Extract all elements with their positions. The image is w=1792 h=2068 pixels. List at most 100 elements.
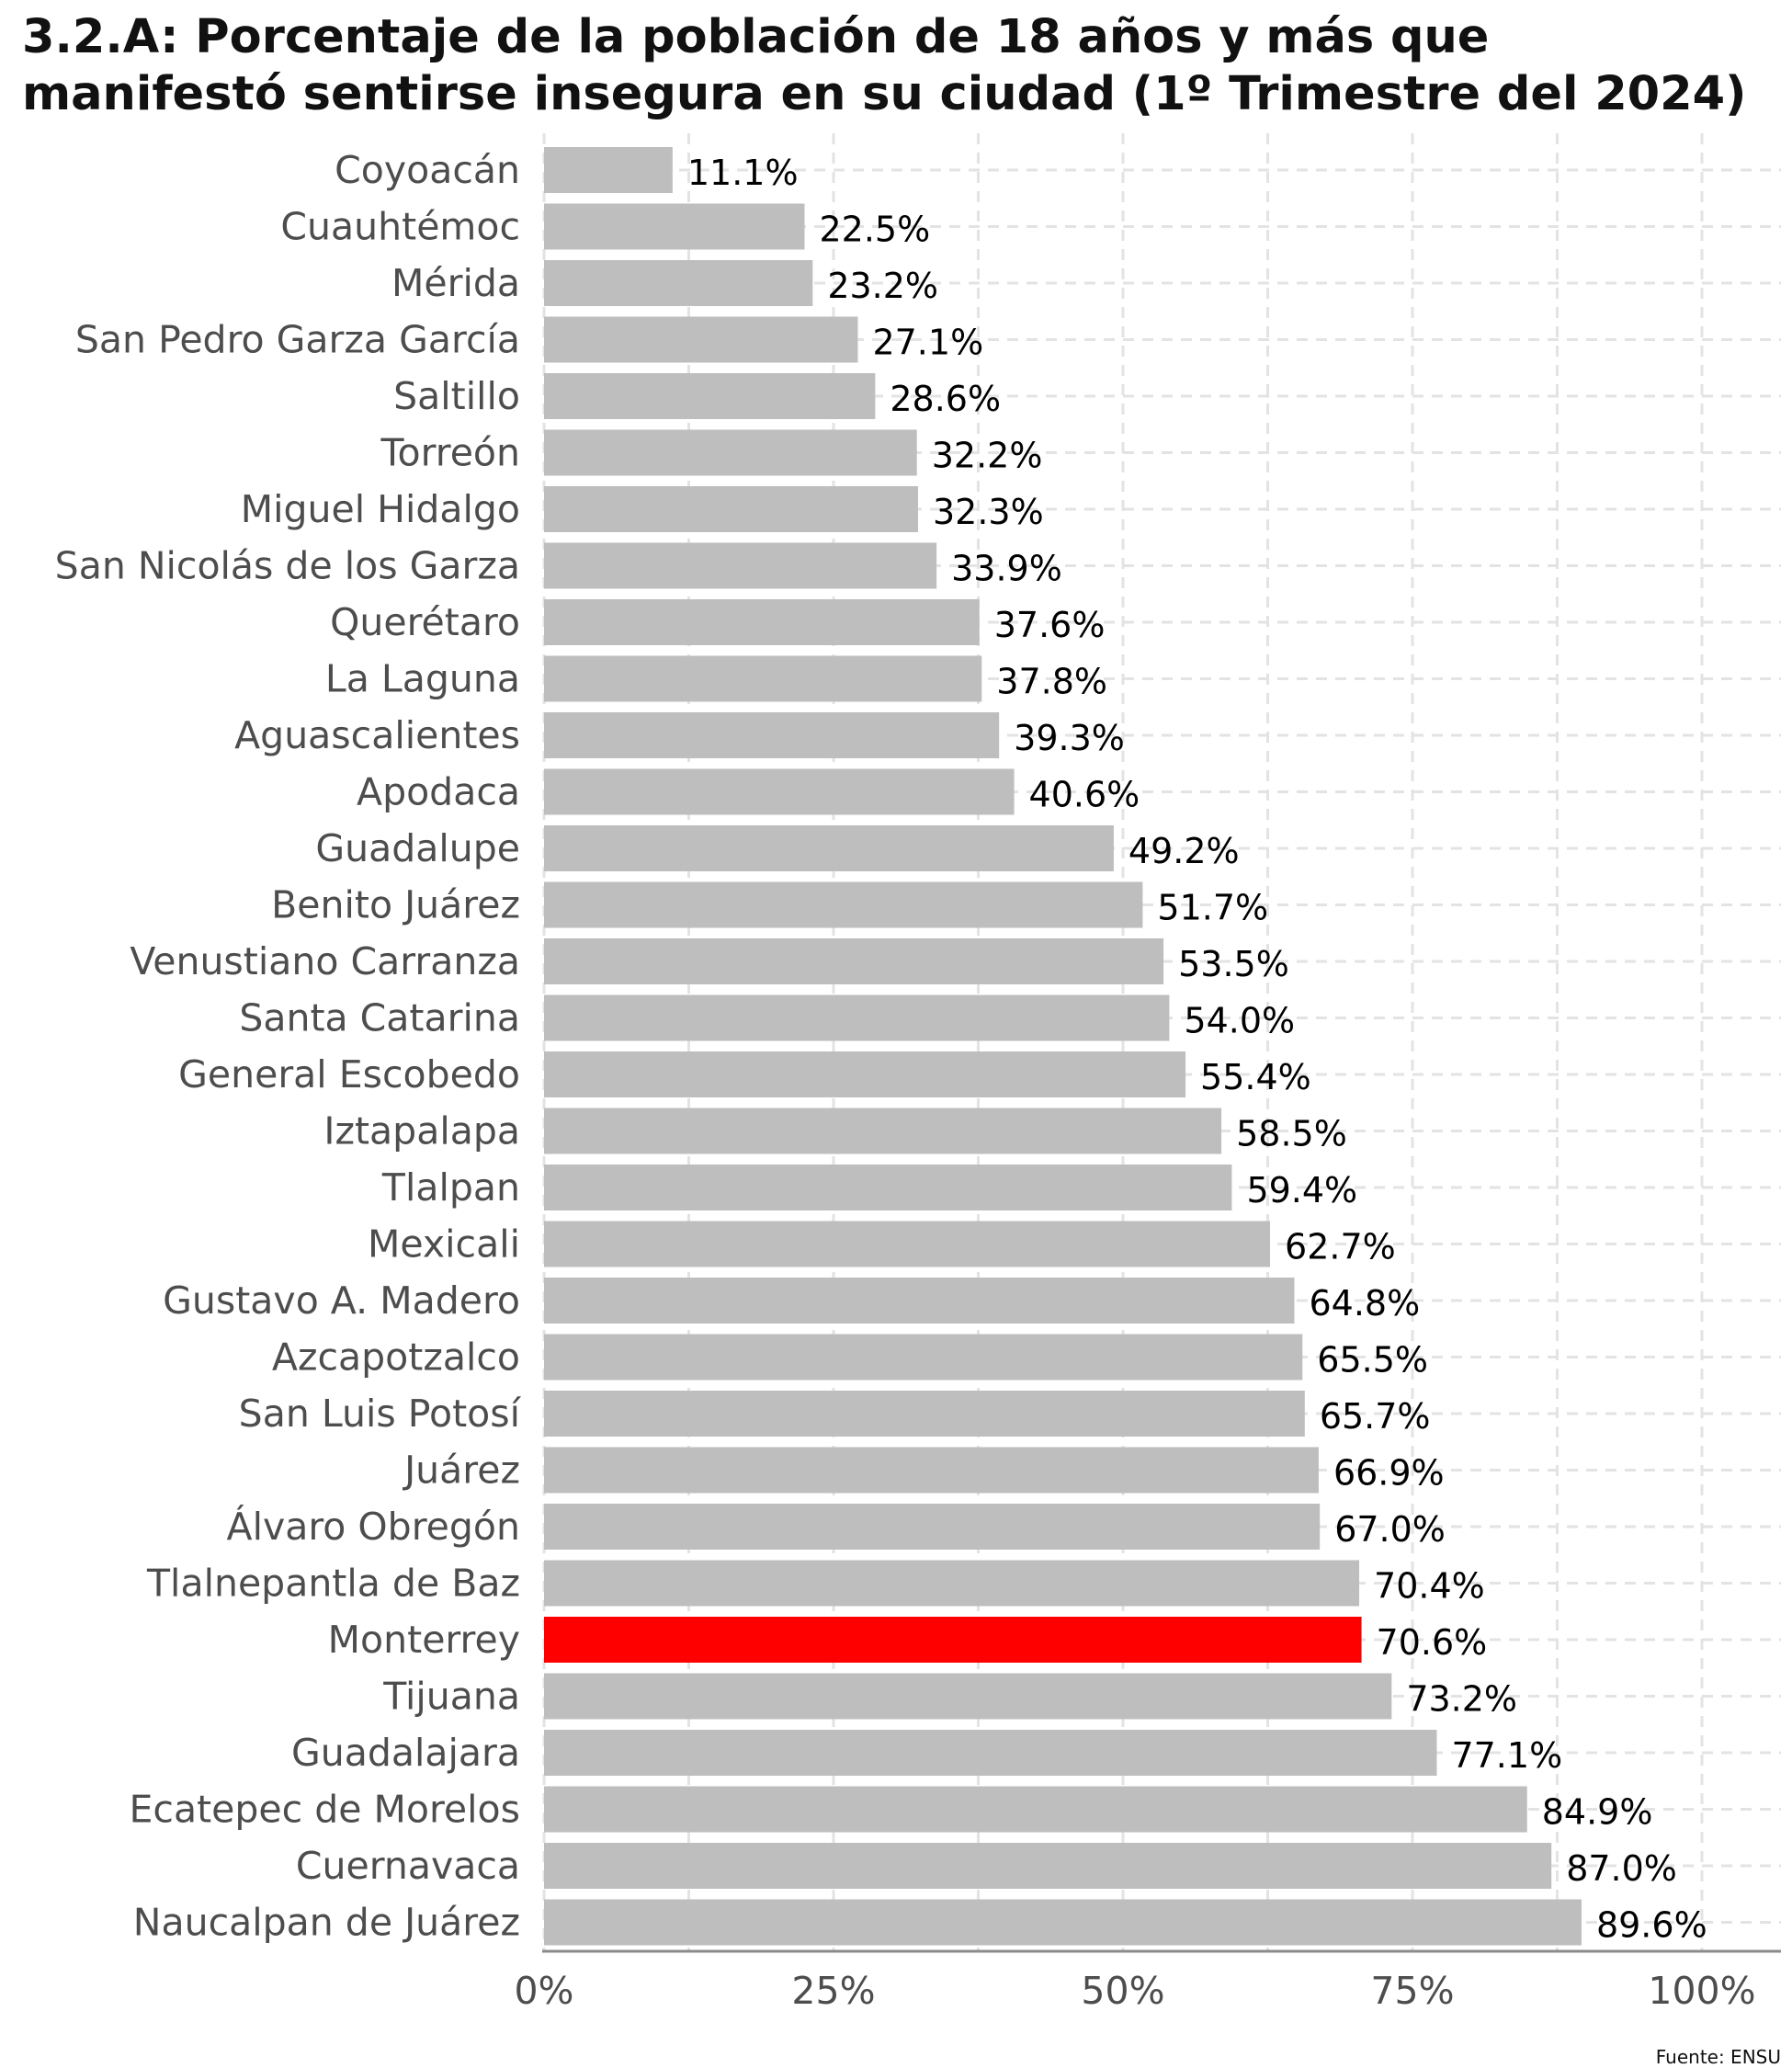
y-tick-label: Cuauhtémoc	[280, 205, 520, 249]
bar	[544, 1673, 1392, 1720]
y-tick-label: Cuernavaca	[296, 1844, 520, 1888]
bar	[544, 1165, 1232, 1210]
bar	[544, 655, 982, 702]
bar	[544, 1391, 1305, 1437]
data-label: 66.9%	[1333, 1453, 1445, 1494]
y-tick-label: Juárez	[402, 1449, 520, 1493]
y-tick-label: Querétaro	[330, 600, 520, 644]
y-tick-label: San Pedro Garza García	[75, 318, 520, 362]
bar	[544, 542, 937, 589]
bars-layer	[544, 147, 1582, 1946]
bar	[544, 938, 1164, 984]
data-label: 39.3%	[1014, 718, 1125, 758]
bar	[544, 260, 813, 306]
source-note: Fuente: ENSU	[1655, 2046, 1781, 2068]
data-label: 32.2%	[932, 436, 1043, 476]
data-label: 87.0%	[1566, 1848, 1677, 1889]
y-tick-label: Tlalpan	[381, 1165, 520, 1210]
y-tick-label: Saltillo	[393, 374, 520, 418]
y-tick-label: Benito Juárez	[271, 883, 520, 927]
data-label: 32.3%	[933, 492, 1044, 532]
bar	[544, 1786, 1527, 1833]
data-label: 67.0%	[1334, 1509, 1446, 1550]
y-tick-label: San Luis Potosí	[239, 1392, 522, 1436]
data-label: 58.5%	[1236, 1114, 1347, 1154]
bar	[544, 1051, 1186, 1097]
data-label: 70.6%	[1377, 1622, 1488, 1663]
data-label: 49.2%	[1129, 831, 1240, 871]
y-tick-label: Monterrey	[328, 1618, 520, 1662]
bar	[544, 881, 1143, 928]
y-tick-label: General Escobedo	[178, 1052, 520, 1096]
y-tick-label: Tijuana	[382, 1675, 520, 1719]
y-tick-label: Naucalpan de Juárez	[133, 1901, 520, 1945]
data-label: 59.4%	[1246, 1170, 1357, 1210]
bar	[544, 1108, 1222, 1154]
bar	[544, 712, 1000, 758]
data-label: 11.1%	[687, 153, 799, 193]
labels-layer: Coyoacán 11.1% Cuauhtémoc 22.5% Mérida 23.2% S…	[55, 148, 1707, 1946]
y-tick-label: Iztapalapa	[323, 1109, 520, 1153]
bar	[544, 1334, 1303, 1381]
y-tick-label: La Laguna	[325, 657, 520, 701]
y-tick-label: Torreón	[380, 431, 520, 475]
bar	[544, 1730, 1437, 1776]
bar	[544, 1504, 1321, 1550]
y-tick-label: Santa Catarina	[239, 996, 520, 1040]
bar	[544, 825, 1114, 871]
y-tick-label: Tlalnepantla de Baz	[146, 1562, 520, 1606]
data-label: 89.6%	[1596, 1905, 1707, 1946]
data-label: 73.2%	[1406, 1679, 1517, 1720]
x-axis: 0% 25% 50% 75% 100%	[514, 1949, 1781, 2013]
data-label: 37.6%	[994, 605, 1106, 645]
y-tick-label: Aguascalientes	[234, 713, 520, 757]
bar	[544, 1221, 1271, 1267]
bar-highlight	[544, 1617, 1362, 1663]
x-tick-label: 75%	[1370, 1969, 1454, 2013]
bar	[544, 1447, 1319, 1494]
chart-title: 3.2.A: Porcentaje de la población de 18 …	[22, 10, 1747, 121]
bar	[544, 599, 980, 645]
bar	[544, 203, 805, 250]
data-label: 23.2%	[827, 266, 938, 306]
y-tick-label: Miguel Hidalgo	[241, 487, 520, 531]
y-tick-label: Gustavo A. Madero	[163, 1278, 520, 1323]
y-tick-label: Mexicali	[368, 1222, 520, 1267]
data-label: 33.9%	[951, 549, 1062, 589]
x-tick-label: 25%	[791, 1969, 875, 2013]
bar	[544, 316, 858, 363]
y-tick-label: Coyoacán	[335, 148, 520, 192]
y-tick-label: Mérida	[391, 261, 520, 305]
bar	[544, 1278, 1295, 1324]
data-label: 64.8%	[1309, 1283, 1420, 1324]
data-label: 51.7%	[1157, 888, 1268, 928]
data-label: 77.1%	[1451, 1735, 1562, 1776]
bar	[544, 486, 918, 532]
data-label: 65.5%	[1317, 1340, 1428, 1381]
y-tick-label: Ecatepec de Morelos	[130, 1788, 520, 1832]
data-label: 54.0%	[1184, 1001, 1295, 1041]
data-label: 84.9%	[1542, 1792, 1653, 1833]
bar	[544, 1843, 1552, 1889]
data-label: 28.6%	[890, 379, 1001, 419]
y-tick-label: Azcapotzalco	[272, 1335, 520, 1380]
x-tick-label: 0%	[514, 1969, 573, 2013]
bar	[544, 1560, 1360, 1607]
bar	[544, 373, 876, 419]
data-label: 53.5%	[1178, 944, 1289, 984]
x-tick-label: 100%	[1648, 1969, 1755, 2013]
bar	[544, 147, 673, 193]
data-label: 65.7%	[1320, 1396, 1431, 1437]
data-label: 22.5%	[820, 210, 931, 250]
y-tick-label: Guadalupe	[315, 826, 520, 870]
data-label: 70.4%	[1374, 1566, 1485, 1607]
y-tick-label: Apodaca	[357, 770, 520, 814]
y-tick-label: Guadalajara	[291, 1731, 520, 1775]
bar	[544, 429, 917, 476]
y-tick-label: Venustiano Carranza	[130, 939, 520, 983]
bar	[544, 994, 1170, 1041]
data-label: 40.6%	[1029, 775, 1140, 815]
y-tick-label: San Nicolás de los Garza	[55, 544, 520, 588]
